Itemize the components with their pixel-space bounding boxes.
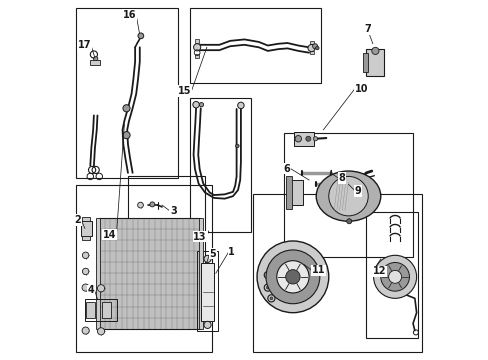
Circle shape (149, 202, 155, 207)
Bar (102, 302, 110, 318)
Text: 14: 14 (103, 230, 116, 239)
Text: 1: 1 (228, 247, 235, 257)
Bar (253, 194, 421, 352)
Bar (201, 263, 214, 320)
Circle shape (82, 252, 89, 258)
Bar (128, 176, 204, 313)
Bar (366, 212, 418, 338)
Text: 5: 5 (209, 248, 216, 258)
Bar (76, 8, 178, 178)
Bar (293, 132, 313, 146)
Circle shape (122, 132, 130, 139)
Bar (99, 218, 199, 329)
Circle shape (373, 255, 416, 298)
Circle shape (138, 33, 143, 39)
Bar (86, 302, 94, 318)
Text: 12: 12 (372, 266, 386, 276)
Text: 10: 10 (354, 84, 367, 94)
Circle shape (235, 144, 239, 148)
Circle shape (93, 57, 98, 61)
Circle shape (199, 103, 203, 107)
Bar (309, 51, 313, 54)
Circle shape (265, 250, 319, 304)
Bar (85, 299, 117, 320)
Circle shape (237, 102, 244, 109)
Bar (366, 49, 384, 76)
Bar (190, 98, 250, 232)
Circle shape (307, 44, 314, 51)
Text: 6: 6 (283, 163, 290, 174)
Bar (199, 218, 202, 329)
Circle shape (82, 268, 89, 275)
Text: 8: 8 (338, 173, 345, 183)
Text: 13: 13 (193, 232, 206, 242)
Text: 16: 16 (122, 10, 136, 20)
Circle shape (97, 328, 104, 335)
Bar (286, 180, 303, 205)
Circle shape (266, 274, 269, 276)
Circle shape (137, 202, 143, 208)
Circle shape (203, 321, 211, 328)
Circle shape (285, 270, 300, 284)
Text: 3: 3 (170, 206, 177, 216)
Circle shape (312, 44, 317, 49)
Circle shape (276, 261, 308, 293)
Circle shape (315, 46, 319, 50)
Circle shape (346, 219, 351, 224)
Bar (195, 39, 199, 42)
Text: 7: 7 (364, 24, 370, 35)
Bar (82, 235, 90, 240)
Text: 9: 9 (354, 186, 361, 196)
Bar (195, 54, 199, 58)
Bar (309, 41, 313, 44)
Circle shape (192, 102, 199, 108)
Text: 17: 17 (78, 40, 91, 50)
Bar (362, 53, 367, 72)
Circle shape (82, 327, 89, 334)
Circle shape (380, 262, 408, 291)
Bar (82, 217, 90, 221)
Bar (284, 134, 412, 257)
Circle shape (371, 47, 378, 54)
Bar (89, 60, 100, 65)
Bar (81, 221, 92, 235)
Circle shape (269, 297, 272, 300)
Circle shape (257, 241, 328, 313)
Circle shape (82, 284, 89, 291)
Ellipse shape (316, 171, 380, 221)
Circle shape (388, 270, 401, 283)
Circle shape (193, 44, 201, 51)
Text: 15: 15 (178, 86, 191, 96)
Circle shape (122, 105, 130, 112)
Bar (76, 185, 212, 352)
Circle shape (305, 136, 310, 141)
Bar (285, 176, 292, 209)
Circle shape (203, 255, 211, 262)
Bar (96, 218, 100, 329)
Circle shape (313, 136, 317, 141)
Bar (197, 251, 218, 331)
Ellipse shape (328, 176, 367, 216)
Bar (190, 8, 320, 83)
Circle shape (294, 135, 301, 142)
Circle shape (266, 286, 269, 289)
Circle shape (97, 285, 104, 292)
Text: 11: 11 (311, 265, 325, 275)
Text: 2: 2 (75, 215, 81, 225)
Text: 4: 4 (88, 285, 94, 296)
